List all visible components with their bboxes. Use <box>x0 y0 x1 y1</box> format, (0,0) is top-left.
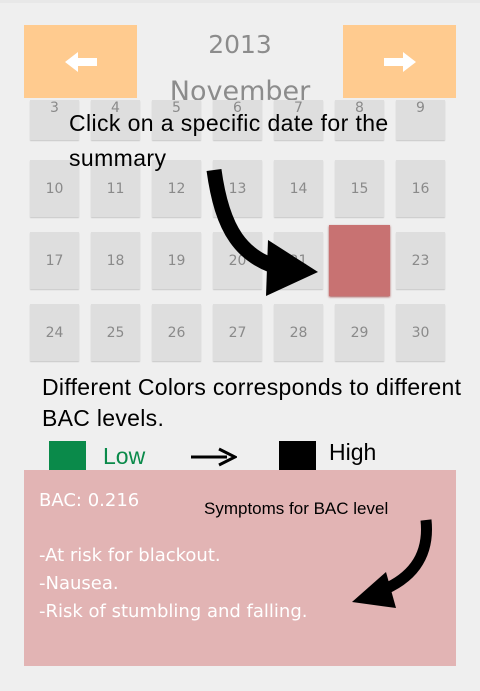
day-number: 30 <box>411 324 430 341</box>
day-cell[interactable]: 23 <box>396 232 445 289</box>
day-number: 13 <box>228 180 247 197</box>
day-number: 18 <box>106 252 125 269</box>
day-cell[interactable]: 27 <box>213 304 262 361</box>
day-cell[interactable]: 12 <box>152 160 201 217</box>
day-cell[interactable]: 28 <box>274 304 323 361</box>
arrow-right-icon <box>383 51 416 72</box>
day-number: 7 <box>294 100 303 116</box>
tutorial-callout-symptoms: Symptoms for BAC level <box>204 499 389 518</box>
day-cell[interactable]: 9 <box>396 100 445 140</box>
bac-value: BAC: 0.216 <box>39 490 140 511</box>
status-strip <box>0 0 480 3</box>
legend-high-label: High <box>329 439 377 465</box>
next-month-button[interactable] <box>343 25 456 98</box>
day-number: 28 <box>289 324 308 341</box>
day-number: 10 <box>45 180 64 197</box>
day-cell[interactable]: 18 <box>91 232 140 289</box>
day-cell[interactable]: 6 <box>213 100 262 140</box>
tutorial-callout-date: Click on a specific date for the summary <box>69 110 389 171</box>
day-number: 27 <box>228 324 247 341</box>
day-number: 4 <box>111 100 120 116</box>
day-number: 11 <box>106 180 125 197</box>
day-cell[interactable]: 16 <box>396 160 445 217</box>
day-cell[interactable]: 10 <box>30 160 79 217</box>
tutorial-callout-colors: Different Colors corresponds to differen… <box>42 374 462 431</box>
day-number: 15 <box>350 180 369 197</box>
day-number: 19 <box>167 252 186 269</box>
day-number: 16 <box>411 180 430 197</box>
day-number: 9 <box>416 100 425 116</box>
symptom-item: -Risk of stumbling and falling. <box>39 601 308 622</box>
day-number: 24 <box>45 324 64 341</box>
selected-day-cell[interactable]: 22 <box>329 225 390 296</box>
day-number: 8 <box>355 100 364 116</box>
day-cell[interactable]: 8 <box>335 100 384 140</box>
day-number: 20 <box>228 252 247 269</box>
day-cell[interactable]: 14 <box>274 160 323 217</box>
day-cell[interactable]: 17 <box>30 232 79 289</box>
day-number: 12 <box>167 180 186 197</box>
symptoms-list: -At risk for blackout. -Nausea. -Risk of… <box>39 542 307 626</box>
day-cell[interactable]: 3 <box>30 100 79 140</box>
day-cell[interactable]: 5 <box>152 100 201 140</box>
curved-arrow-icon <box>206 168 318 296</box>
day-cell[interactable]: 24 <box>30 304 79 361</box>
day-number: 23 <box>411 252 430 269</box>
arrow-right-icon <box>191 447 237 467</box>
prev-month-button[interactable] <box>24 25 137 98</box>
day-cell[interactable]: 7 <box>274 100 323 140</box>
year-label: 2013 <box>208 30 272 59</box>
day-number: 26 <box>167 324 186 341</box>
day-cell[interactable]: 26 <box>152 304 201 361</box>
symptom-item: -Nausea. <box>39 573 119 594</box>
day-cell[interactable]: 15 <box>335 160 384 217</box>
curved-arrow-icon <box>352 519 432 608</box>
day-number: 17 <box>45 252 64 269</box>
day-cell[interactable]: 30 <box>396 304 445 361</box>
legend-low-label: Low <box>103 443 146 469</box>
day-number: 29 <box>350 324 369 341</box>
day-number: 14 <box>289 180 308 197</box>
day-cell[interactable]: 4 <box>91 100 140 140</box>
day-number: 25 <box>106 324 125 341</box>
bac-summary-panel: BAC: 0.216 -At risk for blackout. -Nause… <box>24 470 456 666</box>
day-number: 6 <box>233 100 242 116</box>
day-number: 3 <box>50 100 59 116</box>
day-cell[interactable]: 11 <box>91 160 140 217</box>
symptom-item: -At risk for blackout. <box>39 545 221 566</box>
arrow-left-icon <box>64 51 97 72</box>
day-cell[interactable]: 19 <box>152 232 201 289</box>
day-cell[interactable]: 29 <box>335 304 384 361</box>
day-number: 5 <box>172 100 181 116</box>
day-cell[interactable]: 25 <box>91 304 140 361</box>
